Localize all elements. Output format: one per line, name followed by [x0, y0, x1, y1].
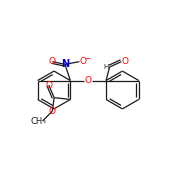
Text: O: O	[122, 57, 129, 66]
Text: N: N	[61, 59, 69, 69]
Text: O: O	[49, 107, 56, 116]
Text: ₃: ₃	[43, 118, 45, 124]
Text: O: O	[49, 57, 56, 66]
Text: O: O	[79, 57, 86, 66]
Text: H: H	[103, 64, 109, 70]
Text: −: −	[84, 54, 91, 63]
Text: O: O	[45, 81, 52, 90]
Text: CH: CH	[30, 117, 42, 126]
Text: O: O	[85, 76, 92, 85]
